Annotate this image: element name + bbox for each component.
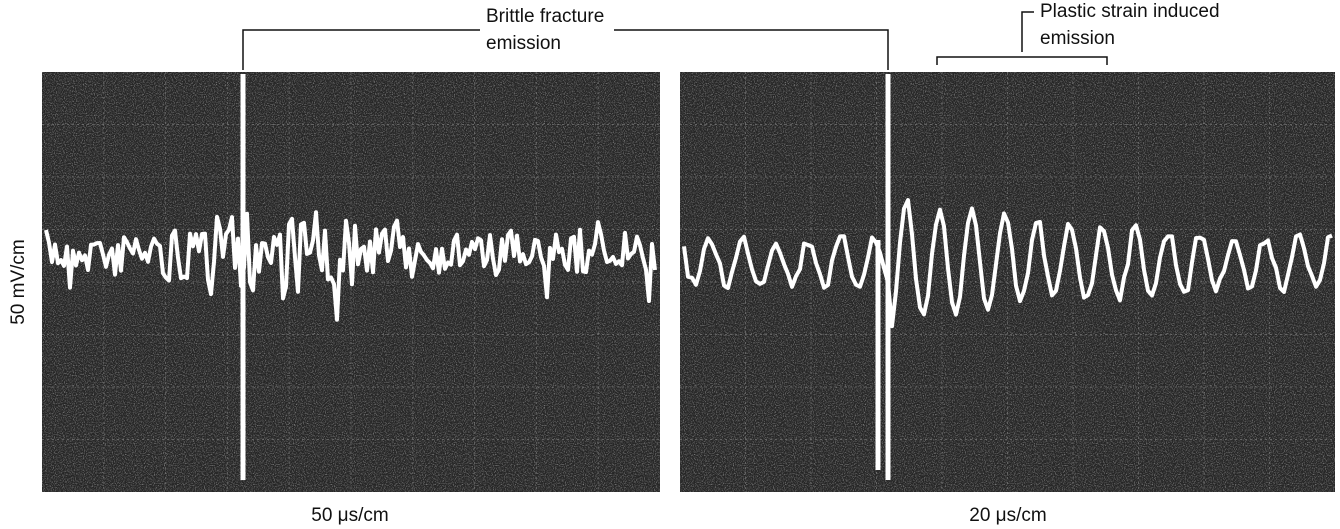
y-axis-label: 50 mV/cm [8, 239, 29, 325]
annotation-bracket [936, 11, 1108, 65]
annotation: Plastic strain induced [1040, 1, 1220, 22]
annotation: Brittle fracture [486, 6, 604, 27]
waveform [44, 210, 657, 322]
scope-screen [42, 72, 660, 492]
annotation: emission [486, 33, 561, 54]
waveform [682, 198, 1333, 329]
x-axis-label: 20 μs/cm [969, 505, 1046, 526]
annotation: emission [1040, 28, 1115, 49]
scope-screen [680, 72, 1335, 492]
x-axis-label: 50 μs/cm [311, 505, 388, 526]
annotation-leader [242, 29, 889, 70]
